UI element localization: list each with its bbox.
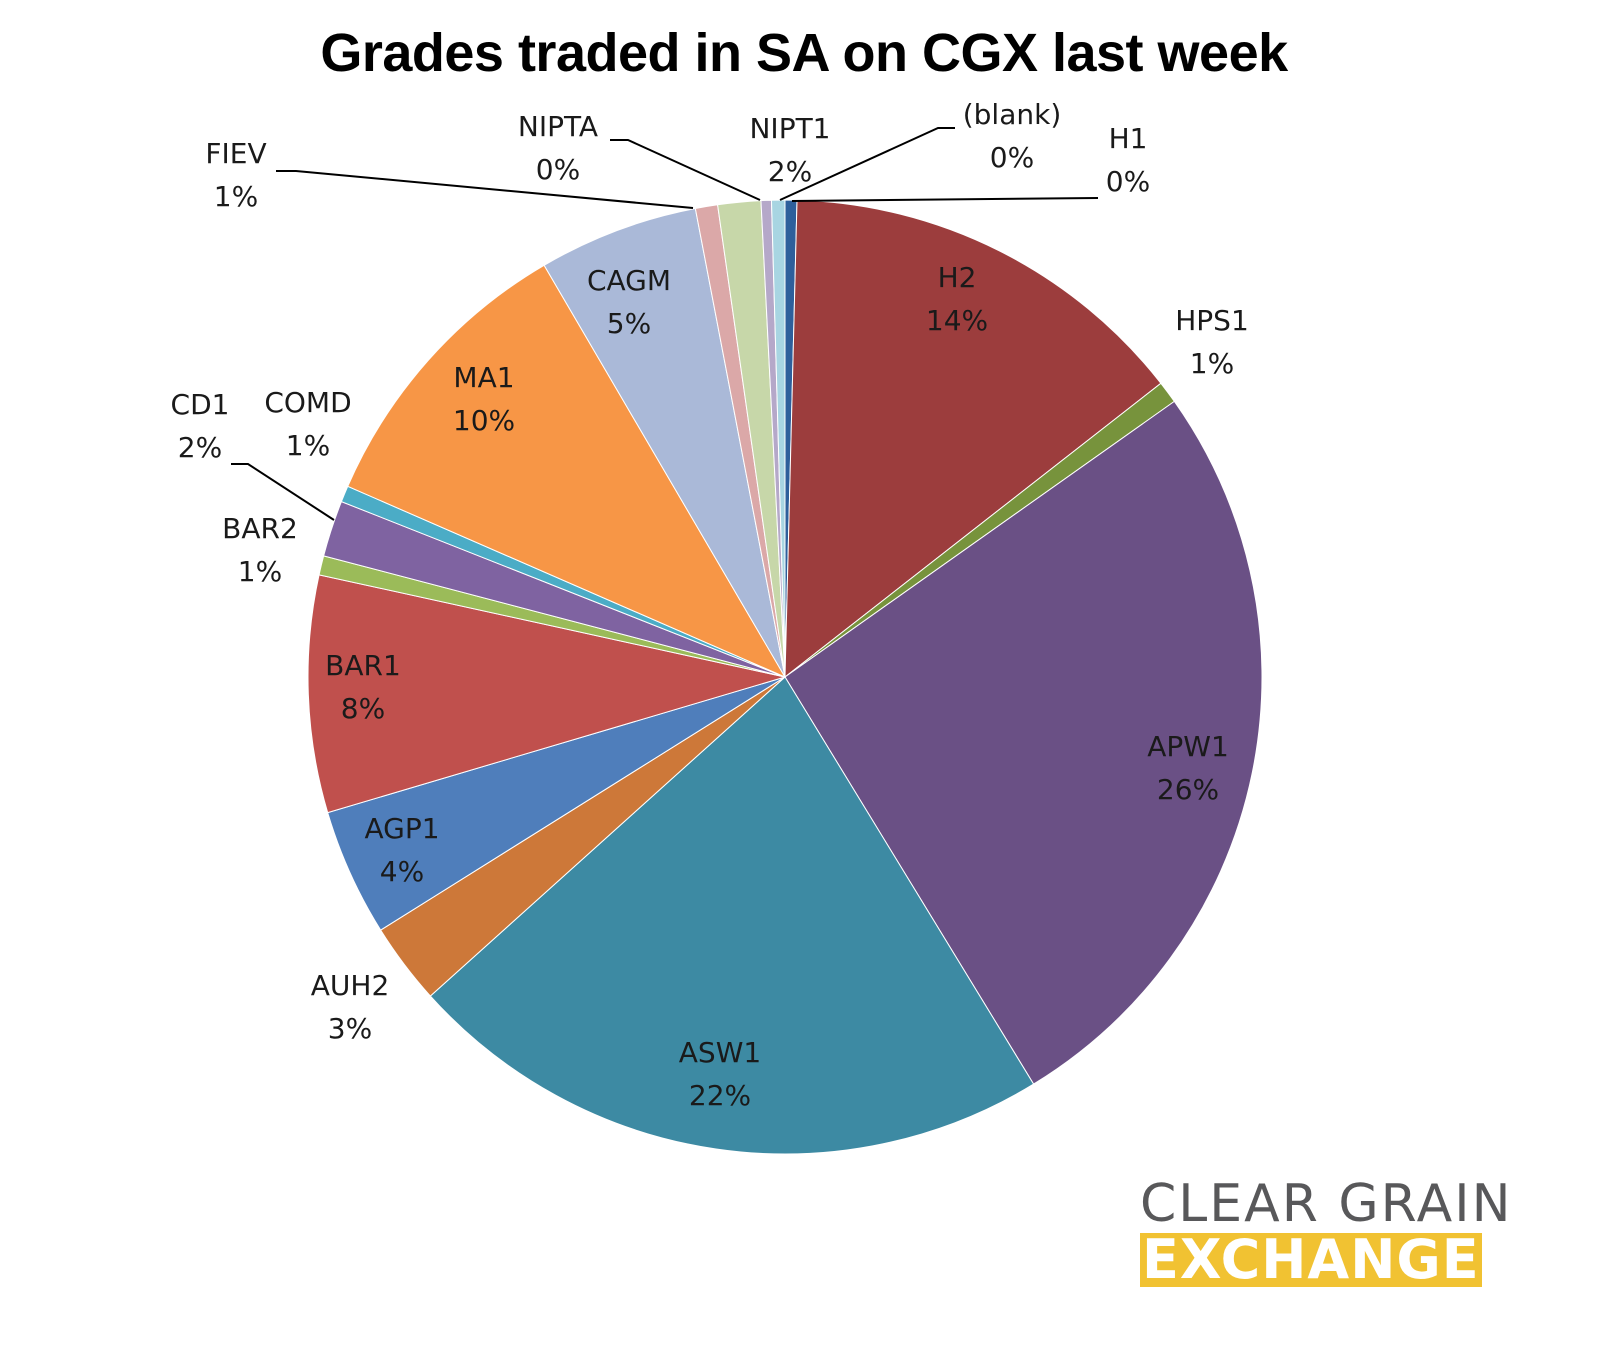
pie-slice-asw1 (429, 676, 1035, 1155)
slice-label-nipt1: NIPT1 (749, 112, 830, 145)
leader-line-fiev (276, 170, 694, 209)
pie-slice-h2 (784, 199, 1162, 679)
leader-line-h1 (791, 197, 1099, 202)
slice-label-cd1: CD1 (171, 388, 230, 421)
pie-slice-bar1 (307, 574, 786, 814)
slice-percent-h1: 0% (1106, 165, 1150, 198)
logo-text-exchange: EXCHANGE (1140, 1228, 1482, 1291)
slice-percent-nipta: 0% (536, 153, 580, 186)
clear-grain-exchange-logo: CLEAR GRAIN EXCHANGE (1140, 1175, 1540, 1287)
pie-slice-ma1 (347, 264, 787, 679)
slice-label-bar2: BAR2 (222, 512, 298, 545)
slice-label-h1: H1 (1109, 122, 1148, 155)
chart-title: Grades traded in SA on CGX last week (320, 23, 1288, 83)
slice-percent-nipt1: 2% (768, 155, 812, 188)
slice-label-cagm: CAGM (587, 264, 671, 297)
slice-percent-h2: 14% (926, 304, 988, 337)
slice-label-apw1: APW1 (1147, 730, 1229, 763)
slice-label-hps1: HPS1 (1175, 304, 1249, 337)
slice-percent-blank: 0% (990, 141, 1034, 174)
slice-label-blank: (blank) (963, 98, 1062, 131)
slice-label-h2: H2 (938, 261, 977, 294)
leader-line-blank (779, 127, 955, 201)
logo-text-clear-grain: CLEAR GRAIN (1140, 1174, 1513, 1234)
slice-percent-cagm: 5% (607, 307, 651, 340)
slice-label-nipta: NIPTA (518, 110, 598, 143)
slice-label-auh2: AUH2 (311, 969, 390, 1002)
pie-slice-blank (770, 199, 786, 678)
slice-label-comd: COMD (264, 386, 351, 419)
slice-percent-ma1: 10% (453, 404, 515, 437)
slice-percent-comd: 1% (286, 429, 330, 462)
slice-labels: H1 0% H2 14% HPS1 1% APW1 26% ASW1 22% AUH2 3% AGP1 4… (171, 98, 1249, 1112)
slice-percent-hps1: 1% (1190, 347, 1234, 380)
slice-percent-agp1: 4% (380, 855, 424, 888)
pie-slices (307, 199, 1263, 1155)
slice-label-asw1: ASW1 (679, 1036, 761, 1069)
slice-percent-cd1: 2% (178, 431, 222, 464)
slice-percent-apw1: 26% (1157, 773, 1219, 806)
leader-lines (231, 127, 1099, 521)
slice-label-ma1: MA1 (453, 361, 514, 394)
slice-percent-bar1: 8% (341, 692, 385, 725)
pie-slice-cagm (543, 207, 786, 678)
pie-slice-apw1 (784, 400, 1263, 1085)
slice-percent-asw1: 22% (689, 1079, 751, 1112)
leader-line-cd1 (231, 463, 335, 521)
leader-line-nipta (610, 139, 761, 201)
slice-percent-fiev: 1% (214, 180, 258, 213)
slice-label-agp1: AGP1 (364, 812, 439, 845)
slice-label-fiev: FIEV (205, 137, 266, 170)
slice-percent-auh2: 3% (328, 1012, 372, 1045)
slice-label-bar1: BAR1 (325, 649, 401, 682)
slice-percent-bar2: 1% (238, 555, 282, 588)
